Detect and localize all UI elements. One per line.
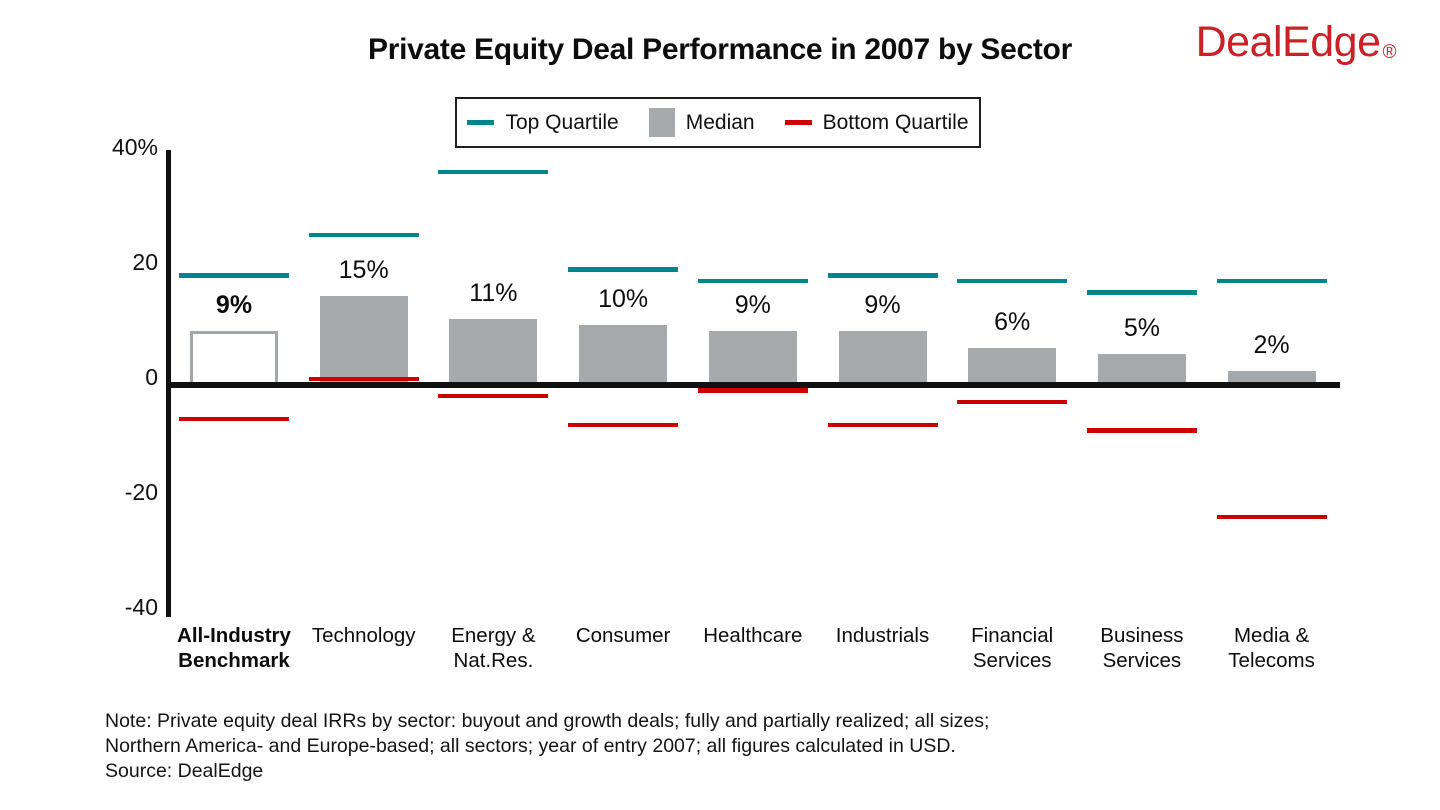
- top-quartile-line: [438, 169, 549, 174]
- top-quartile-line: [568, 267, 679, 272]
- source-line: Source: DealEdge: [105, 760, 264, 782]
- median-value-label: 2%: [1253, 331, 1290, 359]
- x-axis-category-label: Technology: [311, 624, 416, 647]
- median-value-label: 10%: [598, 285, 649, 313]
- x-axis-category-label: Consumer: [575, 624, 671, 647]
- chart-legend: Top Quartile Median Bottom Quartile: [455, 97, 981, 148]
- legend-item-top-quartile: Top Quartile: [467, 110, 619, 135]
- top-quartile-line-swatch-icon: [467, 120, 495, 125]
- top-quartile-line: [1216, 278, 1327, 284]
- x-axis-category-label: Business Services: [1100, 624, 1184, 672]
- x-axis-category-label: Media & Telecoms: [1228, 624, 1315, 672]
- x-axis-category-label: Financial Services: [971, 624, 1054, 672]
- legend-label: Bottom Quartile: [822, 110, 969, 134]
- bottom-quartile-line: [179, 416, 289, 422]
- median-bar: [319, 296, 408, 383]
- top-quartile-line: [957, 278, 1068, 284]
- median-bar: [449, 319, 538, 383]
- median-bar: [968, 348, 1057, 383]
- median-value-label: 9%: [734, 290, 771, 319]
- median-value-label: 9%: [215, 290, 253, 319]
- top-quartile-line: [1086, 290, 1197, 295]
- y-axis-tick-label: 40%: [111, 133, 158, 160]
- median-bar: [1097, 353, 1186, 383]
- top-quartile-line: [308, 232, 419, 238]
- y-axis-tick-label: 0: [145, 363, 158, 390]
- legend-label: Median: [685, 110, 755, 134]
- logo-text: DealEdge: [1195, 18, 1381, 66]
- y-axis-tick-label: -40: [124, 593, 158, 620]
- x-axis-category-label: Energy & Nat.Res.: [451, 624, 536, 672]
- zero-baseline: [166, 381, 1340, 388]
- footnote-line-1: Note: Private equity deal IRRs by sector…: [105, 710, 990, 732]
- top-quartile-line: [827, 273, 938, 278]
- dealedge-logo: DealEdge ®: [1195, 18, 1397, 67]
- median-value-label: 15%: [338, 256, 389, 285]
- median-bar: [708, 330, 797, 383]
- top-quartile-line: [697, 278, 808, 284]
- median-bar: [579, 325, 668, 383]
- y-axis-tick-label: -20: [124, 478, 158, 505]
- x-axis-category-label: Industrials: [835, 624, 930, 647]
- registered-trademark-icon: ®: [1382, 42, 1397, 63]
- bottom-quartile-line-swatch-icon: [784, 120, 812, 125]
- bottom-quartile-line: [308, 376, 419, 381]
- benchmark-median-bar: [190, 330, 278, 383]
- median-value-label: 6%: [994, 308, 1031, 336]
- median-value-label: 11%: [469, 279, 518, 308]
- bottom-quartile-line: [827, 422, 938, 427]
- y-axis-tick-label: 20: [132, 248, 158, 275]
- median-bar: [1227, 371, 1316, 383]
- legend-item-bottom-quartile: Bottom Quartile: [784, 110, 969, 135]
- top-quartile-line: [179, 273, 289, 278]
- bottom-quartile-line: [1216, 514, 1327, 519]
- bottom-quartile-line: [1086, 428, 1197, 433]
- bottom-quartile-line: [697, 388, 808, 393]
- bottom-quartile-line: [957, 399, 1068, 404]
- page-title: Private Equity Deal Performance in 2007 …: [368, 33, 1072, 66]
- median-value-label: 5%: [1123, 313, 1160, 342]
- x-axis-category-label: Healthcare: [703, 624, 803, 647]
- bottom-quartile-line: [568, 422, 679, 427]
- footnote-line-2: Northern America- and Europe-based; all …: [105, 735, 956, 757]
- legend-item-median: Median: [648, 108, 755, 137]
- bottom-quartile-line: [438, 393, 549, 399]
- legend-label: Top Quartile: [505, 110, 619, 134]
- footnote: Note: Private equity deal IRRs by sector…: [105, 709, 989, 784]
- median-value-label: 9%: [864, 290, 901, 319]
- median-bar: [838, 330, 927, 383]
- x-axis-category-label: All-Industry Benchmark: [177, 624, 291, 672]
- median-square-swatch-icon: [648, 108, 675, 137]
